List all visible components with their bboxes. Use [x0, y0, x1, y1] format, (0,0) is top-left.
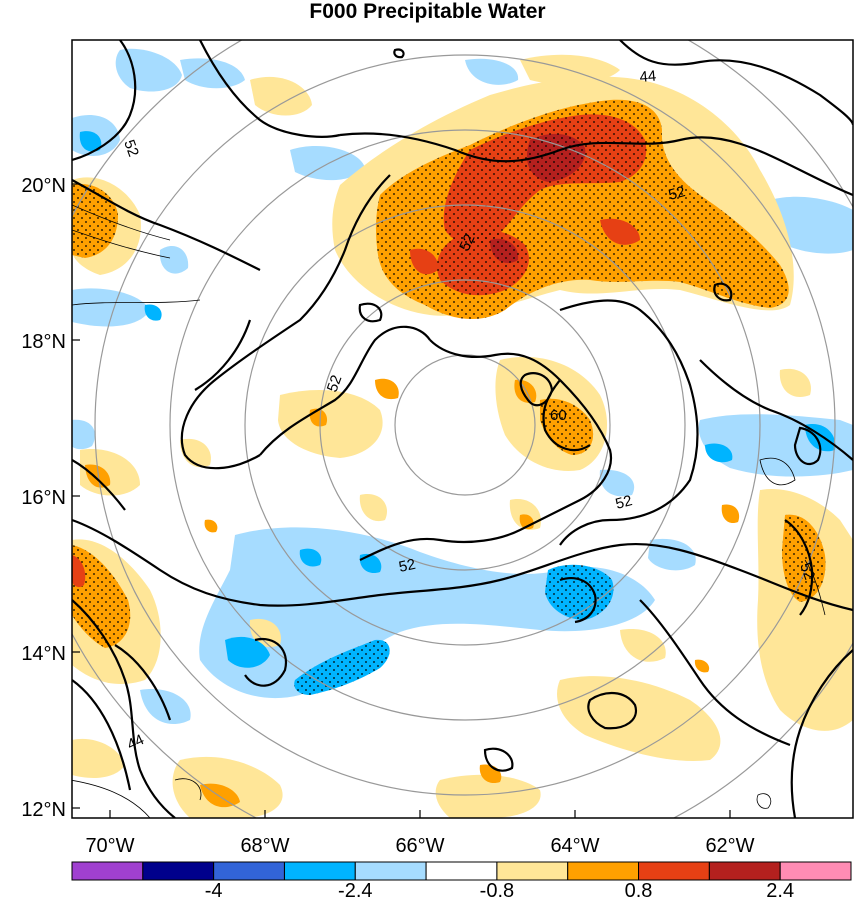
negative-anomaly-light [72, 48, 853, 725]
x-tick-label: 68°W [240, 835, 289, 857]
colorbar-swatch [425, 861, 498, 881]
x-tick-label: 62°W [705, 835, 754, 857]
y-tick-label: 20°N [21, 175, 66, 197]
thin-contours [72, 204, 826, 818]
colorbar-label: -2.4 [338, 880, 372, 900]
contour-label: 52 [397, 556, 417, 576]
colorbar-label: -4 [205, 880, 223, 900]
distance-rings [72, 40, 853, 818]
y-axis: 20°N 18°N 16°N 14°N 12°N [21, 175, 80, 821]
colorbar-swatch [213, 861, 285, 881]
contour-label: 44 [639, 68, 657, 86]
contour-label: 52 [796, 561, 818, 582]
thick-contours [72, 40, 853, 818]
colorbar-swatch [71, 861, 144, 881]
y-tick-label: 12°N [21, 799, 66, 821]
x-tick-label: 70°W [85, 835, 134, 857]
colorbar-label: 2.4 [766, 880, 794, 900]
plot-title: F000 Precipitable Water [309, 0, 546, 23]
contour-label: 60 [550, 407, 567, 424]
x-tick-label: 64°W [550, 835, 599, 857]
y-tick-label: 16°N [21, 487, 66, 509]
contour-label: 52 [120, 138, 142, 159]
map-field: 44 52 52 52 52 52 52 60 44 52 [72, 40, 853, 818]
contour-label: 52 [667, 183, 688, 204]
colorbar-swatch [779, 861, 852, 881]
colorbar-swatch [142, 861, 215, 881]
x-tick-label: 66°W [395, 835, 444, 857]
colorbar-swatch [496, 861, 569, 881]
colorbar-swatch [354, 861, 427, 881]
y-tick-label: 14°N [21, 643, 66, 665]
colorbar-label: 0.8 [625, 880, 653, 900]
contour-label: 44 [125, 731, 147, 753]
contour-labels: 44 52 52 52 52 52 52 60 44 52 [120, 68, 818, 754]
colorbar-swatch [708, 861, 781, 881]
contour-label: 52 [614, 492, 635, 513]
colorbar-label: -0.8 [480, 880, 514, 900]
colorbar-swatch [638, 861, 710, 881]
colorbar-swatch [567, 861, 640, 881]
y-tick-label: 18°N [21, 331, 66, 353]
plot-frame [71, 39, 854, 819]
colorbar: -4-2.4-0.80.82.44 [71, 861, 852, 900]
x-axis: 70°W 68°W 66°W 64°W 62°W [85, 810, 755, 857]
colorbar-swatch [283, 861, 356, 881]
contour-label: 52 [456, 231, 478, 253]
red-stippling [436, 114, 647, 296]
contour-label: 52 [324, 373, 346, 394]
